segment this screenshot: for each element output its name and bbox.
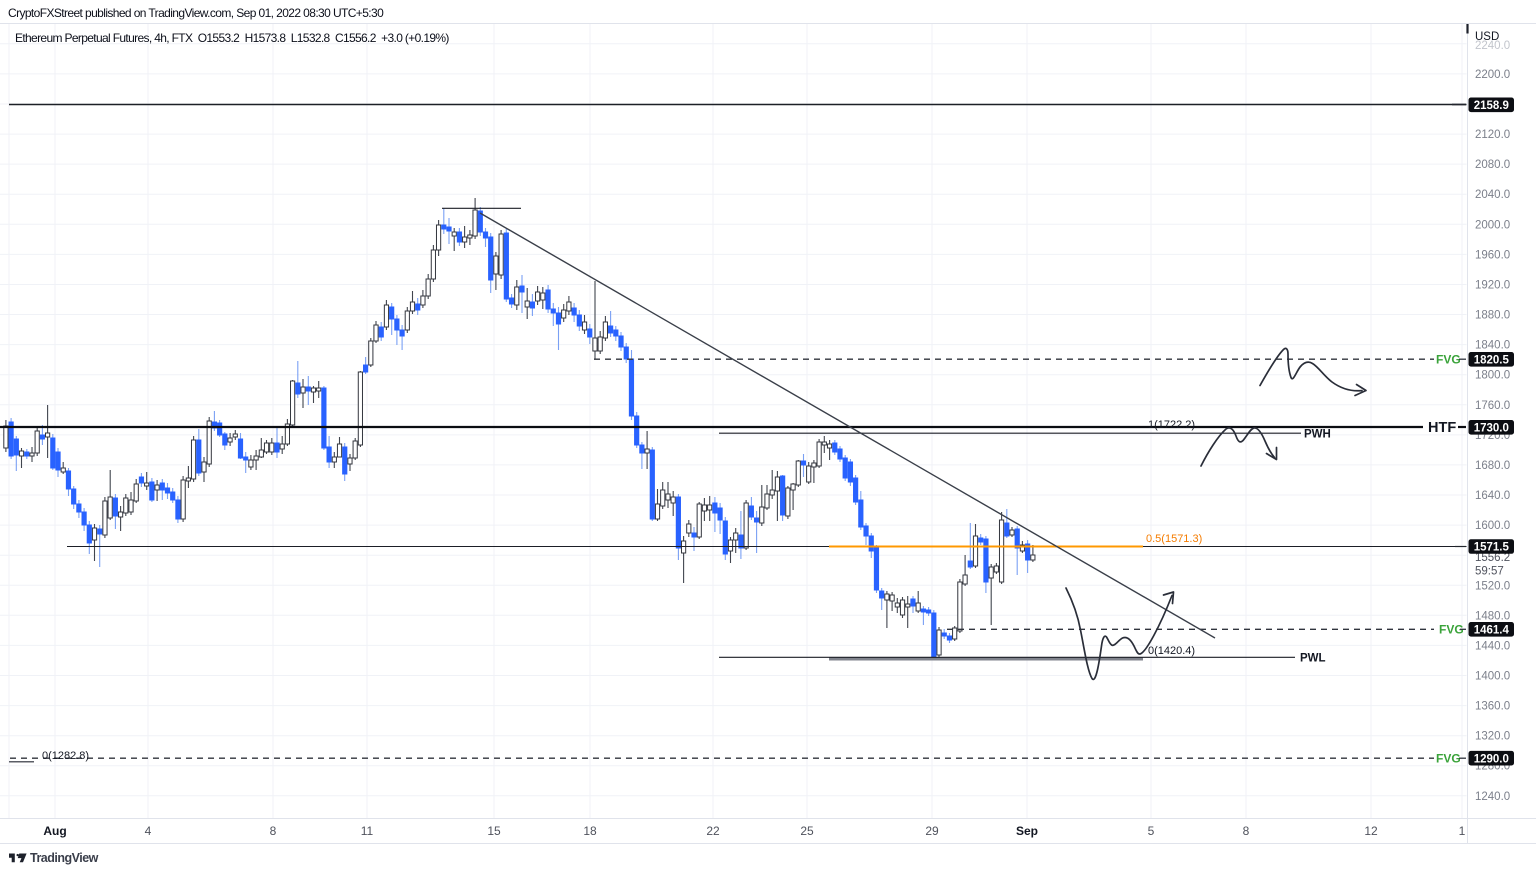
svg-text:Ethereum Perpetual Futures, 4h: Ethereum Perpetual Futures, 4h, FTX O155… (15, 31, 449, 45)
svg-text:1290.0: 1290.0 (1474, 753, 1509, 765)
svg-text:1240.0: 1240.0 (1475, 791, 1510, 803)
svg-text:22: 22 (706, 824, 720, 838)
svg-text:12: 12 (1364, 824, 1378, 838)
svg-text:1680.0: 1680.0 (1475, 460, 1510, 472)
svg-text:29: 29 (925, 824, 939, 838)
svg-text:1556.2: 1556.2 (1475, 552, 1510, 564)
svg-text:1520.0: 1520.0 (1475, 580, 1510, 592)
svg-text:CryptoFXStreet published on Tr: CryptoFXStreet published on TradingView.… (8, 6, 384, 20)
svg-text:1800.0: 1800.0 (1475, 370, 1510, 382)
svg-text:1920.0: 1920.0 (1475, 280, 1510, 292)
svg-text:11: 11 (361, 824, 374, 838)
svg-text:2040.0: 2040.0 (1475, 189, 1510, 201)
svg-text:1(1722.2): 1(1722.2) (1148, 419, 1195, 431)
svg-text:PWL: PWL (1300, 653, 1326, 665)
svg-text:1480.0: 1480.0 (1475, 610, 1510, 622)
svg-text:1400.0: 1400.0 (1475, 671, 1510, 683)
svg-text:2080.0: 2080.0 (1475, 159, 1510, 171)
svg-text:1730.0: 1730.0 (1474, 423, 1509, 435)
svg-text:USD: USD (1475, 31, 1499, 43)
svg-text:18: 18 (583, 824, 597, 838)
svg-text:1461.4: 1461.4 (1474, 625, 1510, 637)
svg-text:59:57: 59:57 (1475, 566, 1504, 578)
svg-text:1360.0: 1360.0 (1475, 701, 1510, 713)
svg-text:2158.9: 2158.9 (1474, 100, 1509, 112)
svg-text:Sep: Sep (1016, 824, 1038, 838)
svg-text:1960.0: 1960.0 (1475, 249, 1510, 261)
svg-text:Aug: Aug (43, 824, 66, 838)
svg-text:2200.0: 2200.0 (1475, 69, 1510, 81)
svg-text:FVG: FVG (1436, 353, 1461, 367)
svg-text:5: 5 (1148, 824, 1155, 838)
svg-text:1: 1 (1459, 824, 1466, 838)
svg-text:PWH: PWH (1304, 429, 1331, 441)
svg-text:0(1420.4): 0(1420.4) (1148, 645, 1195, 657)
svg-text:2240.0: 2240.0 (1475, 40, 1510, 52)
svg-text:1571.5: 1571.5 (1474, 542, 1510, 554)
svg-text:1880.0: 1880.0 (1475, 310, 1510, 322)
svg-text:4: 4 (145, 824, 152, 838)
svg-text:0(1282.8): 0(1282.8) (42, 750, 89, 762)
svg-text:0.5(1571.3): 0.5(1571.3) (1146, 533, 1202, 545)
svg-text:15: 15 (487, 824, 501, 838)
svg-text:FVG: FVG (1436, 752, 1461, 766)
svg-text:1820.5: 1820.5 (1474, 355, 1510, 367)
svg-text:25: 25 (800, 824, 814, 838)
svg-text:2120.0: 2120.0 (1475, 129, 1510, 141)
svg-text:8: 8 (1243, 824, 1250, 838)
svg-text:HTF: HTF (1428, 420, 1456, 436)
svg-text:1440.0: 1440.0 (1475, 640, 1510, 652)
svg-text:8: 8 (270, 824, 277, 838)
svg-text:1760.0: 1760.0 (1475, 400, 1510, 412)
svg-text:1600.0: 1600.0 (1475, 520, 1510, 532)
svg-text:FVG: FVG (1439, 623, 1464, 637)
svg-text:1320.0: 1320.0 (1475, 731, 1510, 743)
svg-text:1840.0: 1840.0 (1475, 340, 1510, 352)
svg-text:1640.0: 1640.0 (1475, 490, 1510, 502)
svg-text:TradingView: TradingView (30, 851, 99, 865)
svg-text:2000.0: 2000.0 (1475, 219, 1510, 231)
